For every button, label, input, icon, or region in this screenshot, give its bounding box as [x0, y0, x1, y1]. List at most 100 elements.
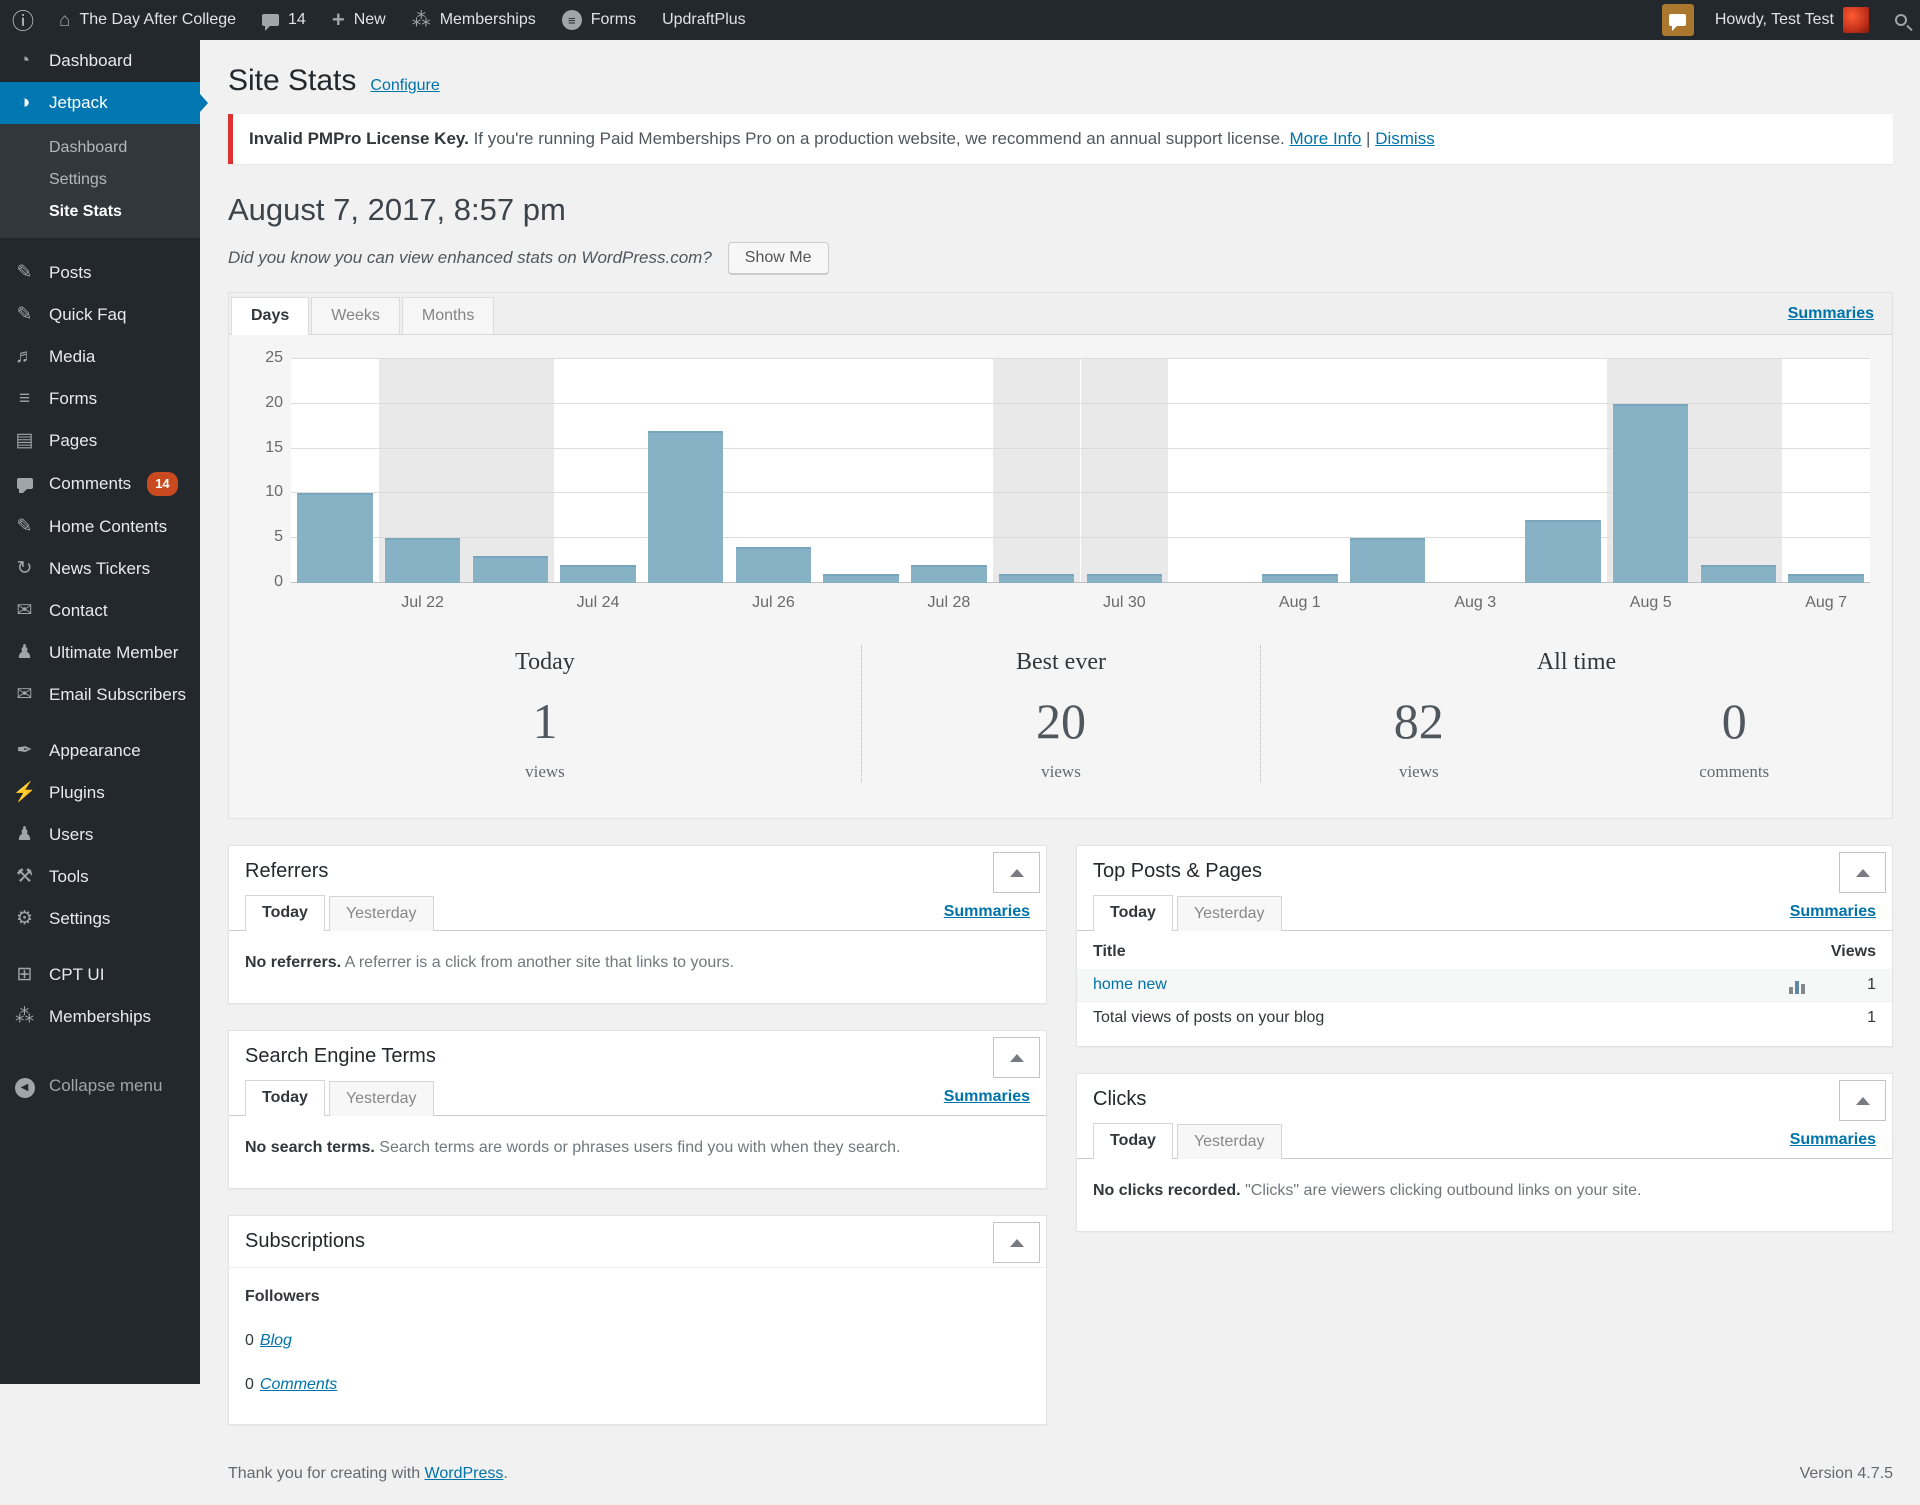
sidebar-item-forms[interactable]: ≡ Forms	[0, 378, 200, 420]
configure-link[interactable]: Configure	[370, 77, 440, 94]
top-posts-tab-yesterday[interactable]: Yesterday	[1176, 896, 1282, 931]
moderation-notification-icon[interactable]	[1661, 4, 1694, 36]
more-info-link[interactable]: More Info	[1289, 129, 1362, 148]
sidebar-item-email-subscribers[interactable]: ✉ Email Subscribers	[0, 674, 200, 716]
sidebar-item-plugins[interactable]: ⚡ Plugins	[0, 772, 200, 814]
sidebar-item-contact[interactable]: ✉ Contact	[0, 590, 200, 632]
new-content-button[interactable]: + New	[331, 7, 386, 32]
post-stats-icon[interactable]	[1789, 976, 1807, 994]
chart-summaries-link[interactable]: Summaries	[1787, 305, 1874, 322]
search-terms-tab-today[interactable]: Today	[245, 1080, 325, 1116]
module-search-engine-terms: Search Engine Terms Today Yesterday Summ…	[228, 1030, 1047, 1189]
bar-aug-7-views[interactable]	[1788, 574, 1864, 583]
top-posts-tab-today[interactable]: Today	[1093, 895, 1173, 931]
search-terms-tab-yesterday[interactable]: Yesterday	[328, 1081, 434, 1116]
sidebar-item-media[interactable]: ♬ Media	[0, 336, 200, 378]
wordpress-link[interactable]: WordPress	[424, 1465, 504, 1482]
post-link-home-new[interactable]: home new	[1093, 976, 1167, 993]
sidebar-item-label: Memberships	[49, 1007, 152, 1026]
bar-aug-5-views[interactable]	[1612, 403, 1689, 583]
sidebar-subitem-dashboard[interactable]: Dashboard	[49, 139, 128, 156]
comments-bubble-icon	[262, 14, 280, 31]
bar-jul-26-views[interactable]	[735, 547, 812, 583]
sidebar-item-dashboard[interactable]: ◔ Dashboard	[0, 40, 200, 82]
y-axis-tick-label: 0	[274, 573, 283, 590]
bar-aug-1-views[interactable]	[1262, 574, 1338, 583]
wordpress-logo-icon[interactable]: ⓘ	[12, 9, 35, 34]
sidebar-item-label: Email Subscribers	[49, 685, 186, 704]
bar-jul-25-views[interactable]	[648, 430, 724, 583]
sidebar-item-ultimate-member[interactable]: ♟ Ultimate Member	[0, 632, 200, 674]
weekend-shading-band	[1080, 359, 1169, 583]
clicks-tab-yesterday[interactable]: Yesterday	[1176, 1124, 1282, 1159]
users-icon: ♟	[15, 824, 34, 845]
sidebar-item-posts[interactable]: ✎ Posts	[0, 252, 200, 294]
bar-aug-4-views[interactable]	[1525, 520, 1601, 583]
blog-followers-link[interactable]: Blog	[259, 1332, 292, 1349]
sidebar-item-memberships[interactable]: ⁂ Memberships	[0, 996, 200, 1038]
sidebar-item-tools[interactable]: ⚒ Tools	[0, 856, 200, 898]
tab-days[interactable]: Days	[231, 297, 310, 335]
gridline	[291, 582, 1870, 583]
referrers-summaries-link[interactable]: Summaries	[943, 903, 1030, 920]
bar-jul-28-views[interactable]	[911, 565, 987, 583]
admin-bar-forms[interactable]: ≡ Forms	[549, 0, 649, 40]
sidebar-subitem-settings[interactable]: Settings	[49, 171, 107, 188]
referrers-tab-yesterday[interactable]: Yesterday	[328, 896, 434, 931]
triangle-up-icon	[1855, 869, 1870, 877]
version-label: Version 4.7.5	[1799, 1465, 1893, 1482]
search-terms-summaries-link[interactable]: Summaries	[943, 1088, 1030, 1105]
bar-jul-30-views[interactable]	[1086, 574, 1163, 583]
bar-jul-21-views[interactable]	[297, 493, 373, 583]
bar-aug-6-views[interactable]	[1700, 565, 1777, 583]
sidebar-item-users[interactable]: ♟ Users	[0, 814, 200, 856]
referrers-tab-today[interactable]: Today	[245, 895, 325, 931]
top-posts-summaries-link[interactable]: Summaries	[1789, 903, 1876, 920]
bar-jul-29-views[interactable]	[998, 574, 1075, 583]
sidebar-subitem-site-stats[interactable]: Site Stats	[49, 203, 122, 220]
admin-sidebar-menu: ◔ Dashboard ◑ Jetpack Dashboard Settings Site …	[0, 40, 208, 1384]
bar-jul-23-views[interactable]	[472, 556, 549, 583]
stat-best-ever: Best ever 20 views	[860, 645, 1260, 782]
admin-bar-site-name[interactable]: ⌂ The Day After College	[46, 0, 249, 40]
admin-bar-updraftplus[interactable]: UpdraftPlus	[662, 11, 746, 28]
clicks-tab-today[interactable]: Today	[1093, 1123, 1173, 1159]
sidebar-item-collapse-menu[interactable]: ◀ Collapse menu	[0, 1064, 200, 1108]
top-posts-collapse-button[interactable]	[1839, 852, 1886, 893]
comment-followers-link[interactable]: Comments	[259, 1376, 338, 1393]
sidebar-item-pages[interactable]: ▤ Pages	[0, 420, 200, 462]
admin-bar-search[interactable]	[1882, 0, 1920, 40]
search-terms-collapse-button[interactable]	[993, 1037, 1040, 1078]
pushpin-icon: ✎	[16, 304, 33, 325]
plugins-icon: ⚡	[12, 782, 37, 803]
x-axis-tick-label: Jul 22	[401, 594, 444, 611]
bar-jul-22-views[interactable]	[384, 538, 461, 583]
sidebar-item-settings[interactable]: ⚙ Settings	[0, 898, 200, 940]
tab-weeks[interactable]: Weeks	[311, 297, 400, 334]
subscriptions-collapse-button[interactable]	[993, 1222, 1040, 1263]
sidebar-item-home-contents[interactable]: ✎ Home Contents	[0, 506, 200, 548]
referrers-collapse-button[interactable]	[993, 852, 1040, 893]
bar-aug-2-views[interactable]	[1349, 538, 1426, 583]
account-menu[interactable]: Howdy, Test Test	[1702, 0, 1882, 40]
admin-bar-memberships[interactable]: ⁂ Memberships	[411, 9, 536, 31]
bar-jul-24-views[interactable]	[560, 565, 636, 583]
clicks-summaries-link[interactable]: Summaries	[1789, 1131, 1876, 1148]
dismiss-link[interactable]: Dismiss	[1375, 129, 1435, 148]
sidebar-item-jetpack[interactable]: ◑ Jetpack	[0, 82, 208, 124]
sidebar-item-comments[interactable]: Comments 14	[0, 462, 200, 506]
x-axis-tick-label: Aug 1	[1278, 594, 1321, 611]
clicks-collapse-button[interactable]	[1839, 1080, 1886, 1121]
comments-icon	[12, 473, 37, 495]
memberships-icon: ⁂	[15, 1006, 34, 1027]
show-me-button[interactable]: Show Me	[727, 242, 829, 274]
sidebar-item-quick-faq[interactable]: ✎ Quick Faq	[0, 294, 200, 336]
page-title: Site Stats	[228, 64, 357, 97]
all-time-views: 82 views	[1393, 693, 1444, 781]
admin-bar-comments[interactable]: 14	[249, 0, 319, 40]
sidebar-item-appearance[interactable]: ✒ Appearance	[0, 730, 200, 772]
tab-months[interactable]: Months	[401, 297, 495, 334]
sidebar-item-news-tickers[interactable]: ↻ News Tickers	[0, 548, 200, 590]
sidebar-item-cpt-ui[interactable]: ⊞ CPT UI	[0, 954, 200, 996]
bar-jul-27-views[interactable]	[823, 574, 899, 583]
